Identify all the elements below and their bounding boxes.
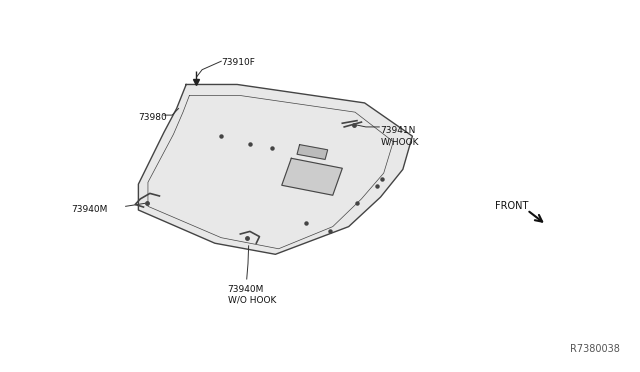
Text: 73980: 73980 <box>138 113 167 122</box>
Text: 73940M: 73940M <box>72 205 108 215</box>
Text: R7380038: R7380038 <box>570 344 620 354</box>
Polygon shape <box>282 158 342 195</box>
Text: 73940M
W/O HOOK: 73940M W/O HOOK <box>228 285 276 305</box>
Text: 73910F: 73910F <box>221 58 255 67</box>
Text: FRONT: FRONT <box>495 201 529 211</box>
Text: 73941N
W/HOOK: 73941N W/HOOK <box>381 126 419 146</box>
Polygon shape <box>138 84 412 254</box>
Polygon shape <box>297 145 328 160</box>
